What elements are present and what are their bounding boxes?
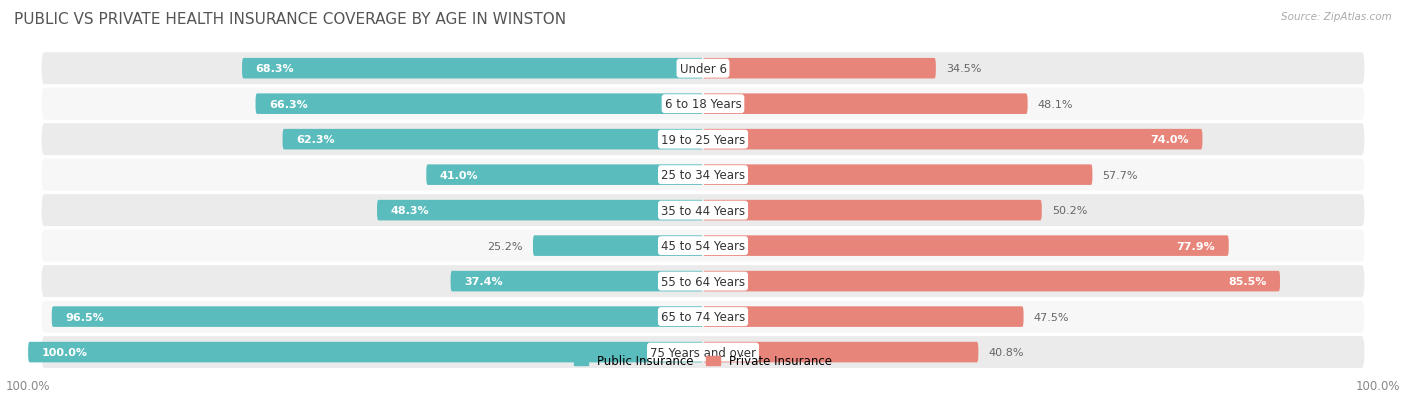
FancyBboxPatch shape <box>703 236 1229 256</box>
FancyBboxPatch shape <box>42 301 1364 333</box>
FancyBboxPatch shape <box>42 230 1364 262</box>
Text: 35 to 44 Years: 35 to 44 Years <box>661 204 745 217</box>
FancyBboxPatch shape <box>533 236 703 256</box>
Text: 25.2%: 25.2% <box>488 241 523 251</box>
Text: 55 to 64 Years: 55 to 64 Years <box>661 275 745 288</box>
Text: 6 to 18 Years: 6 to 18 Years <box>665 98 741 111</box>
FancyBboxPatch shape <box>42 53 1364 85</box>
FancyBboxPatch shape <box>703 59 936 79</box>
FancyBboxPatch shape <box>42 336 1364 368</box>
Text: 47.5%: 47.5% <box>1033 312 1069 322</box>
FancyBboxPatch shape <box>703 306 1024 327</box>
Text: 68.3%: 68.3% <box>256 64 294 74</box>
FancyBboxPatch shape <box>28 342 703 363</box>
FancyBboxPatch shape <box>42 124 1364 156</box>
Text: PUBLIC VS PRIVATE HEALTH INSURANCE COVERAGE BY AGE IN WINSTON: PUBLIC VS PRIVATE HEALTH INSURANCE COVER… <box>14 12 567 27</box>
FancyBboxPatch shape <box>42 159 1364 191</box>
FancyBboxPatch shape <box>703 342 979 363</box>
FancyBboxPatch shape <box>42 88 1364 120</box>
FancyBboxPatch shape <box>52 306 703 327</box>
FancyBboxPatch shape <box>242 59 703 79</box>
Text: Under 6: Under 6 <box>679 62 727 76</box>
Text: Source: ZipAtlas.com: Source: ZipAtlas.com <box>1281 12 1392 22</box>
Text: 40.8%: 40.8% <box>988 347 1024 357</box>
Text: 85.5%: 85.5% <box>1229 276 1267 287</box>
Text: 19 to 25 Years: 19 to 25 Years <box>661 133 745 146</box>
FancyBboxPatch shape <box>703 94 1028 115</box>
FancyBboxPatch shape <box>42 266 1364 297</box>
Text: 65 to 74 Years: 65 to 74 Years <box>661 310 745 323</box>
FancyBboxPatch shape <box>256 94 703 115</box>
Text: 74.0%: 74.0% <box>1150 135 1189 145</box>
FancyBboxPatch shape <box>703 200 1042 221</box>
Text: 62.3%: 62.3% <box>297 135 335 145</box>
Text: 96.5%: 96.5% <box>65 312 104 322</box>
Text: 75 Years and over: 75 Years and over <box>650 346 756 359</box>
FancyBboxPatch shape <box>426 165 703 185</box>
Text: 100.0%: 100.0% <box>42 347 87 357</box>
FancyBboxPatch shape <box>377 200 703 221</box>
FancyBboxPatch shape <box>703 130 1202 150</box>
Text: 77.9%: 77.9% <box>1177 241 1215 251</box>
Text: 57.7%: 57.7% <box>1102 170 1137 180</box>
Text: 50.2%: 50.2% <box>1052 206 1087 216</box>
Text: 41.0%: 41.0% <box>440 170 478 180</box>
Text: 48.3%: 48.3% <box>391 206 429 216</box>
Legend: Public Insurance, Private Insurance: Public Insurance, Private Insurance <box>569 350 837 372</box>
FancyBboxPatch shape <box>703 165 1092 185</box>
FancyBboxPatch shape <box>42 195 1364 227</box>
Text: 25 to 34 Years: 25 to 34 Years <box>661 169 745 182</box>
Text: 37.4%: 37.4% <box>464 276 503 287</box>
FancyBboxPatch shape <box>450 271 703 292</box>
FancyBboxPatch shape <box>283 130 703 150</box>
Text: 45 to 54 Years: 45 to 54 Years <box>661 240 745 252</box>
Text: 48.1%: 48.1% <box>1038 100 1073 109</box>
Text: 66.3%: 66.3% <box>269 100 308 109</box>
FancyBboxPatch shape <box>703 271 1279 292</box>
Text: 34.5%: 34.5% <box>946 64 981 74</box>
